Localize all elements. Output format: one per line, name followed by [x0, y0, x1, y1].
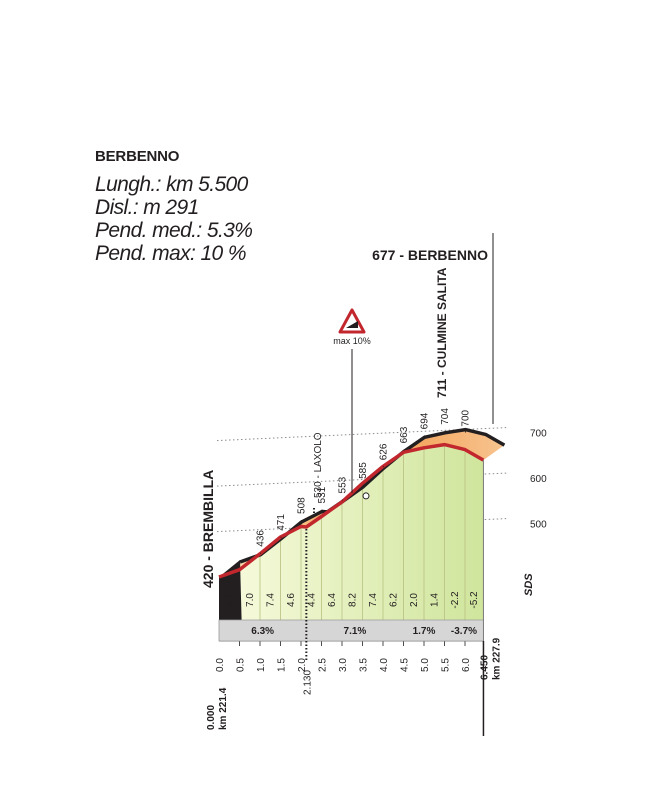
climb-name: BERBENNO: [95, 148, 180, 165]
average-gradient-label: 6.3%: [251, 626, 274, 637]
altitude-label: 531: [317, 486, 328, 503]
segment-gradient-label: 6.4: [327, 593, 338, 607]
max-gradient-warning-icon: [338, 308, 366, 334]
segment-gradient-label: 8.2: [347, 593, 358, 607]
segment-gradient-label: 7.4: [265, 593, 276, 607]
finish-km-total-label: km 227.9: [491, 637, 502, 680]
altitude-label: 694: [420, 412, 431, 429]
km-tick-label: 3.0: [338, 658, 349, 672]
finish-km-label: 6.450: [479, 655, 490, 680]
altitude-label: 626: [379, 443, 390, 460]
altitude-label: 704: [440, 408, 451, 425]
km-tick-label: 4.0: [379, 658, 390, 672]
start-place-label: 420 - BREMBILLA: [200, 470, 216, 588]
km-tick-label: 2.0: [297, 658, 308, 672]
km-tick-label: 0.0: [215, 658, 226, 672]
sds-label: SDS: [523, 573, 535, 596]
summit-waypoint-label: 711 - CULMINE SALITA: [435, 267, 449, 398]
finish-place-label: 677 - BERBENNO: [372, 247, 488, 263]
km-tick-label: 4.5: [400, 658, 411, 672]
segment-gradient-label: -5.2: [469, 591, 480, 609]
km-tick-label: 5.0: [420, 658, 431, 672]
gridline-600: [216, 472, 509, 487]
gridline-700: [216, 426, 509, 442]
altitude-label: 553: [338, 476, 349, 493]
segment-gradient-label: 4.4: [306, 593, 317, 607]
start-km-total-label: km 221.4: [218, 687, 229, 730]
slope-icon: [346, 321, 358, 328]
km-tick-label: 0.5: [236, 658, 247, 672]
altitude-label: 508: [297, 497, 308, 514]
km-tick-label: 3.5: [359, 658, 370, 672]
climb-avg-gradient: Pend. med.: 5.3%: [95, 219, 253, 242]
segment-gradient-label: 2.0: [409, 593, 420, 607]
altitude-axis-label: 700: [530, 429, 547, 440]
climb-max-gradient: Pend. max: 10 %: [95, 242, 247, 265]
altitude-axis-label: 500: [530, 520, 547, 531]
km-tick-label: 6.0: [461, 658, 472, 672]
altitude-axis-label: 600: [530, 474, 547, 485]
segment-gradient-label: 7.4: [368, 593, 379, 607]
laxolo-waypoint-label: 530 - LAXOLO: [313, 432, 324, 498]
km-tick-label: 5.5: [441, 658, 452, 672]
average-gradient-label: 7.1%: [344, 626, 367, 637]
climb-info: BERBENNO Lungh.: km 5.500 Disl.: m 291 P…: [95, 148, 253, 265]
average-gradient-label: 1.7%: [413, 626, 436, 637]
segment-gradient-label: 3.2: [224, 593, 235, 607]
segment-gradient-label: -2.2: [450, 591, 461, 609]
altitude-label: 471: [276, 514, 287, 531]
altitude-label: 700: [461, 409, 472, 426]
average-gradient-label: -3.7%: [451, 626, 477, 637]
laxolo-km-label: 2.130: [302, 670, 313, 695]
altitude-label: 436: [256, 530, 267, 547]
profile-percent-face: [219, 444, 484, 620]
segment-gradient-label: 7.0: [245, 593, 256, 607]
altitude-label: 663: [399, 426, 410, 443]
max-gradient-point: [362, 492, 370, 500]
km-tick-label: 1.0: [256, 658, 267, 672]
profile-road-line: [218, 442, 485, 579]
segment-gradient-label: 4.6: [286, 593, 297, 607]
altitude-label: 585: [358, 462, 369, 479]
segment-gradient-label: 1.4: [429, 593, 440, 607]
climb-length: Lungh.: km 5.500: [95, 173, 248, 196]
climb-elevation-gain: Disl.: m 291: [95, 196, 199, 219]
km-tick-label: 2.5: [318, 658, 329, 672]
gridline-500: [216, 517, 509, 533]
segment-gradient-label: 6.2: [388, 593, 399, 607]
max-gradient-label: max 10%: [333, 336, 371, 346]
start-km-label: 0.000: [206, 705, 217, 730]
km-tick-label: 1.5: [277, 658, 288, 672]
